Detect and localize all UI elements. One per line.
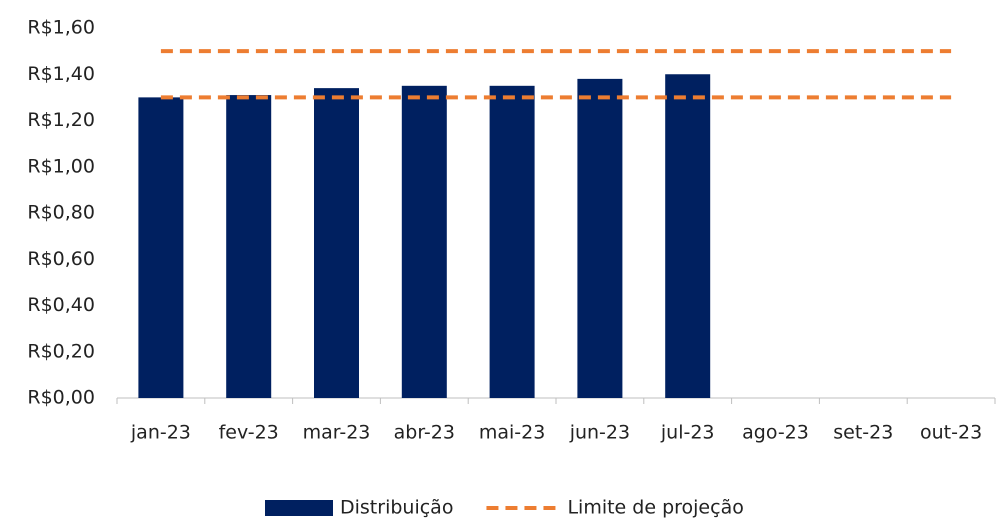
- x-tick-label: set-23: [833, 422, 893, 444]
- bar: [665, 74, 711, 398]
- legend-swatch: [265, 500, 333, 516]
- bar: [138, 97, 184, 398]
- y-tick-label: R$0,80: [27, 202, 95, 224]
- x-tick-label: ago-23: [742, 422, 809, 444]
- y-tick-label: R$1,00: [27, 155, 95, 177]
- x-tick-label: jun-23: [569, 422, 630, 444]
- y-tick-label: R$0,40: [27, 294, 95, 316]
- x-tick-label: mai-23: [479, 422, 545, 444]
- y-tick-label: R$1,20: [27, 109, 95, 131]
- legend-label: Distribuição: [340, 497, 453, 519]
- x-tick-label: jan-23: [130, 422, 191, 444]
- bar: [401, 85, 447, 398]
- x-tick-label: fev-23: [219, 422, 279, 444]
- y-tick-label: R$1,40: [27, 63, 95, 85]
- bar: [226, 95, 272, 398]
- legend-label: Limite de projeção: [567, 497, 743, 519]
- x-tick-label: mar-23: [303, 422, 371, 444]
- y-tick-label: R$1,60: [27, 17, 95, 39]
- y-tick-label: R$0,00: [27, 387, 95, 409]
- y-tick-label: R$0,60: [27, 248, 95, 270]
- y-tick-label: R$0,20: [27, 340, 95, 362]
- x-tick-label: abr-23: [394, 422, 455, 444]
- x-tick-label: out-23: [920, 422, 982, 444]
- bar: [489, 85, 535, 398]
- x-tick-label: jul-23: [660, 422, 715, 444]
- bar: [577, 78, 623, 398]
- bar: [314, 88, 359, 398]
